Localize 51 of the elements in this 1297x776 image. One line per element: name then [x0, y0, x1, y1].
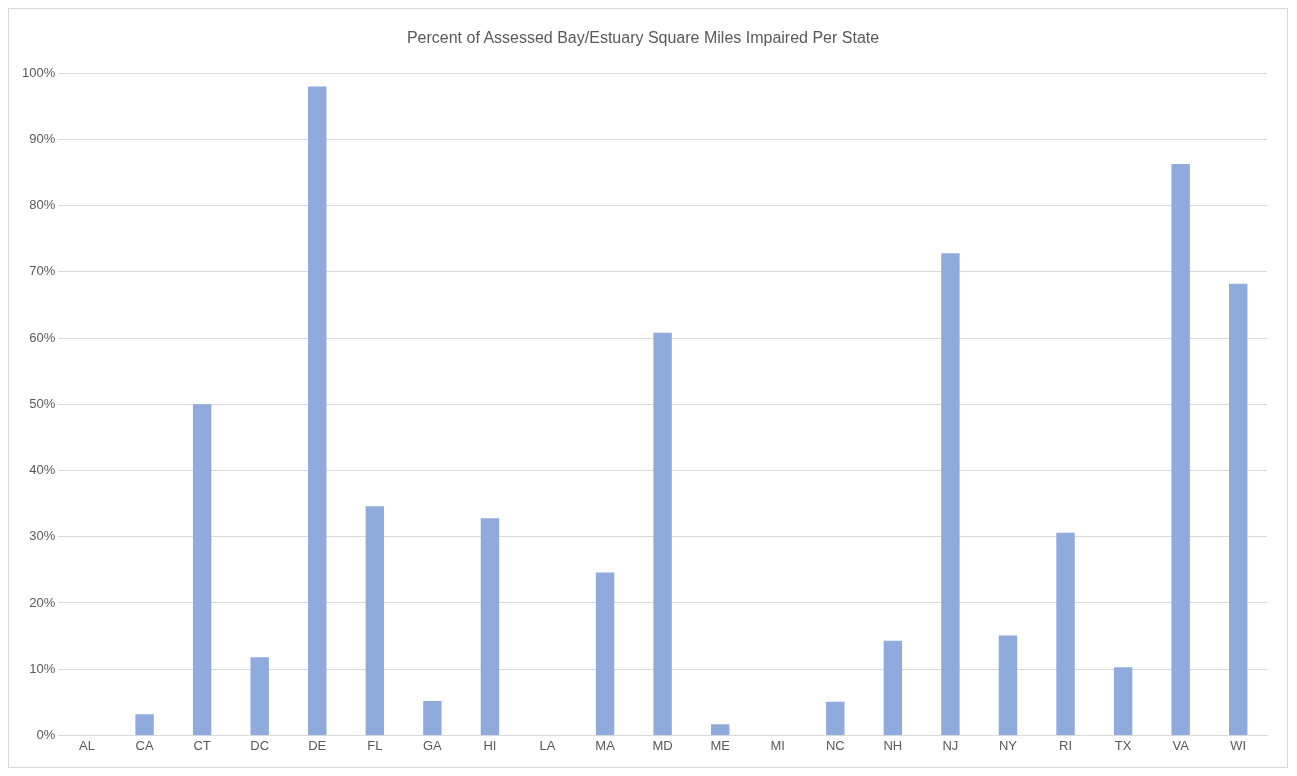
y-tick-label: 70%	[29, 263, 56, 279]
bar	[365, 506, 385, 735]
chart-title: Percent of Assessed Bay/Estuary Square Miles Impaired Per State	[406, 29, 880, 47]
x-tick-label: ME	[710, 737, 731, 753]
bar	[308, 86, 327, 735]
x-tick-label: NY	[998, 737, 1018, 753]
y-tick-label: 80%	[29, 197, 56, 213]
bar	[998, 635, 1018, 735]
x-tick-label: GA	[422, 737, 443, 753]
y-tick-label: 10%	[29, 660, 56, 676]
x-tick-label: NC	[825, 737, 845, 753]
bar	[1171, 163, 1190, 735]
x-tick-label: NH	[883, 737, 903, 753]
x-tick-label: VA	[1172, 737, 1190, 753]
bar	[192, 404, 212, 735]
y-tick-label: 60%	[29, 329, 56, 345]
x-tick-label: NJ	[942, 737, 959, 753]
bar	[710, 724, 730, 735]
y-tick-label: 20%	[29, 594, 56, 610]
x-tick-label: WI	[1230, 737, 1247, 753]
x-tick-label: MI	[770, 737, 785, 753]
x-tick-label: DE	[308, 737, 327, 753]
bar	[826, 701, 845, 735]
x-tick-label: RI	[1059, 737, 1073, 753]
bar	[1056, 532, 1075, 735]
bar	[595, 572, 615, 735]
x-tick-label: DC	[250, 737, 270, 753]
bar	[480, 518, 500, 735]
x-tick-label: TX	[1114, 737, 1132, 753]
bar	[250, 657, 269, 735]
y-tick-label: 90%	[29, 131, 56, 146]
y-tick-label: 40%	[29, 462, 56, 478]
y-tick-label: 100%	[22, 64, 56, 80]
bar	[1113, 667, 1133, 735]
bar	[883, 640, 903, 735]
y-tick-label: 30%	[29, 528, 56, 544]
x-tick-label: CA	[135, 737, 154, 753]
y-tick-label: 0%	[36, 726, 56, 742]
x-tick-label: FL	[367, 737, 383, 753]
bar	[423, 700, 442, 735]
bar	[1229, 283, 1248, 735]
x-tick-label: HI	[483, 737, 497, 753]
x-tick-label: AL	[79, 737, 95, 753]
x-tick-label: MD	[652, 737, 673, 753]
x-tick-label: MA	[595, 737, 616, 753]
bar	[941, 253, 960, 735]
x-tick-label: LA	[539, 737, 556, 753]
bar	[135, 714, 154, 735]
x-tick-label: CT	[193, 737, 211, 753]
y-tick-label: 50%	[29, 395, 56, 411]
bar	[653, 332, 672, 735]
